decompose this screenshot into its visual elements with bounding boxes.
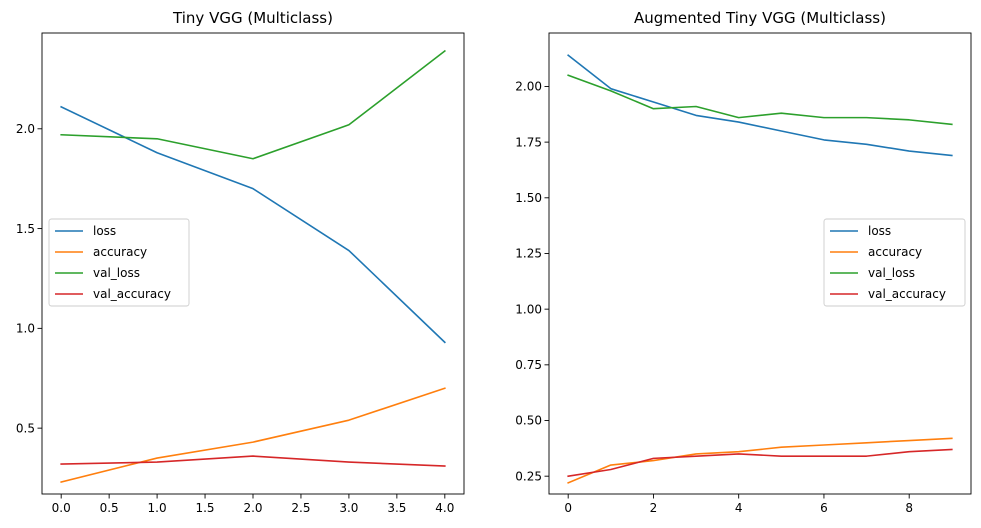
legend-label: val_accuracy [93,287,171,301]
x-tick-label: 0.0 [52,501,71,515]
x-tick-label: 1.5 [195,501,214,515]
x-tick-label: 4.0 [435,501,454,515]
series-line-val-loss [60,49,446,160]
series-line-val-accuracy [567,448,953,478]
legend-box [823,218,966,307]
y-tick-label: 1.5 [16,222,35,236]
legend-label: loss [868,224,891,238]
x-tick-label: 3.0 [339,501,358,515]
legend-label: accuracy [868,245,922,259]
chart-title: Augmented Tiny VGG (Multiclass) [634,9,886,27]
x-tick-label: 4 [735,501,743,515]
y-tick-label: 0.25 [515,469,542,483]
legend-label: val_loss [868,266,915,280]
series-line-val-loss [567,74,953,126]
y-tick-label: 0.5 [16,421,35,435]
x-tick-label: 0.5 [100,501,119,515]
x-tick-label: 2.5 [291,501,310,515]
plot-frame [548,32,972,495]
y-tick-label: 2.00 [515,80,542,94]
x-tick-label: 8 [905,501,913,515]
legend: loss accuracy val_loss val_accuracy [48,218,190,307]
chart-augmented-tiny-vgg: Augmented Tiny VGG (Multiclass) 0 2 4 6 8 0.25… [515,9,972,515]
legend-label: val_accuracy [868,287,946,301]
legend-box [48,218,190,307]
chart-tiny-vgg: Tiny VGG (Multiclass) 0.0 0.5 1.0 1.5 2.0 2.5 3… [16,9,465,515]
series-line-loss [567,54,953,157]
x-tick-label: 1.0 [148,501,167,515]
legend: loss accuracy val_loss val_accuracy [823,218,966,307]
x-tick-label: 6 [820,501,828,515]
y-tick-label: 1.0 [16,322,35,336]
series-line-accuracy [567,437,953,484]
series-line-accuracy [60,387,446,483]
y-tick-label: 1.25 [515,247,542,261]
legend-label: val_loss [93,266,140,280]
x-tick-label: 0 [564,501,572,515]
y-tick-label: 0.50 [515,414,542,428]
y-tick-label: 2.0 [16,122,35,136]
x-tick-label: 3.5 [387,501,406,515]
y-tick-label: 1.50 [515,191,542,205]
x-tick-label: 2 [650,501,658,515]
legend-label: accuracy [93,245,147,259]
y-tick-label: 1.75 [515,135,542,149]
legend-label: loss [93,224,116,238]
y-tick-label: 1.00 [515,302,542,316]
series-line-val-accuracy [60,455,446,467]
chart-title: Tiny VGG (Multiclass) [172,9,333,27]
x-tick-label: 2.0 [243,501,262,515]
y-tick-label: 0.75 [515,358,542,372]
